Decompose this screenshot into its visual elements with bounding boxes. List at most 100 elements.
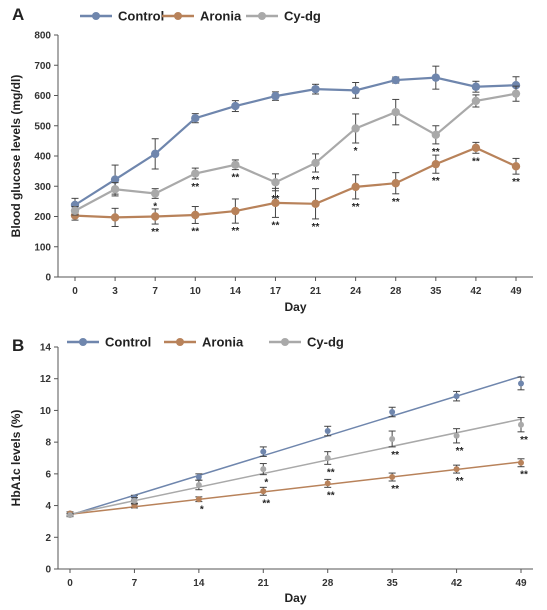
x-tick-label: 28 bbox=[322, 578, 334, 589]
x-tick-label: 28 bbox=[390, 286, 402, 297]
data-point bbox=[453, 393, 460, 400]
data-point bbox=[389, 474, 396, 481]
data-point bbox=[511, 81, 521, 90]
significance-marker: ** bbox=[391, 484, 399, 495]
series-control bbox=[70, 65, 521, 213]
y-tick-label: 200 bbox=[34, 212, 51, 223]
legend-marker-2 bbox=[258, 12, 266, 20]
data-point bbox=[324, 480, 331, 487]
significance-marker: ** bbox=[327, 490, 335, 501]
significance-marker: ** bbox=[432, 176, 440, 187]
data-point bbox=[260, 488, 267, 495]
data-point bbox=[431, 159, 441, 169]
data-point bbox=[191, 169, 200, 178]
data-point bbox=[431, 130, 441, 140]
x-tick-label: 7 bbox=[132, 578, 138, 589]
y-tick-label: 800 bbox=[34, 31, 51, 42]
data-point bbox=[391, 179, 400, 188]
x-tick-label: 24 bbox=[350, 286, 362, 297]
series-aronia: ** ** ** ** ** ** ** ** ** ** bbox=[70, 141, 521, 238]
significance-marker: ** bbox=[191, 226, 199, 237]
legend-label: Aronia bbox=[200, 9, 242, 24]
significance-marker: ** bbox=[512, 177, 520, 188]
x-axis-title: Day bbox=[284, 300, 306, 314]
series-line bbox=[74, 146, 517, 219]
x-tick-label: 49 bbox=[510, 286, 522, 297]
data-point bbox=[389, 409, 396, 416]
significance-marker: ** bbox=[191, 182, 199, 193]
series-cy-dg: ***** **** bbox=[66, 417, 528, 519]
x-tick-label: 14 bbox=[230, 286, 242, 297]
series-line bbox=[74, 92, 517, 212]
y-tick-label: 12 bbox=[40, 374, 52, 385]
data-point bbox=[195, 496, 202, 503]
y-tick-label: 400 bbox=[34, 152, 51, 163]
y-tick-label: 600 bbox=[34, 91, 51, 102]
legend-marker-1 bbox=[174, 12, 182, 20]
x-tick-label: 14 bbox=[193, 578, 205, 589]
data-point bbox=[70, 206, 80, 215]
significance-marker: * bbox=[153, 201, 157, 212]
panel-letter: A bbox=[12, 5, 24, 24]
significance-marker: ** bbox=[272, 194, 280, 205]
x-tick-label: 42 bbox=[451, 578, 463, 589]
x-tick-label: 49 bbox=[515, 578, 527, 589]
data-point bbox=[453, 432, 460, 439]
data-point bbox=[271, 198, 280, 208]
x-tick-label: 42 bbox=[470, 286, 482, 297]
data-point bbox=[518, 421, 524, 428]
significance-marker: ** bbox=[327, 467, 335, 478]
y-tick-label: 0 bbox=[45, 273, 51, 284]
data-point bbox=[150, 149, 160, 159]
significance-marker: ** bbox=[231, 173, 239, 184]
data-point bbox=[67, 512, 73, 519]
data-point bbox=[131, 497, 138, 504]
y-tick-label: 14 bbox=[40, 343, 52, 354]
y-tick-label: 100 bbox=[34, 242, 51, 253]
legend-label: Cy-dg bbox=[284, 9, 321, 24]
y-tick-label: 8 bbox=[45, 438, 51, 449]
significance-marker: ** bbox=[352, 202, 360, 213]
data-point bbox=[471, 96, 481, 106]
x-tick-label: 17 bbox=[270, 286, 282, 297]
series-cy-dg: ** ** ** ** ** ** bbox=[70, 85, 521, 216]
data-point bbox=[324, 428, 331, 435]
data-point bbox=[453, 466, 460, 473]
significance-marker: ** bbox=[272, 220, 280, 231]
significance-marker: ** bbox=[520, 470, 528, 481]
significance-marker: ** bbox=[520, 435, 528, 446]
legend-marker-1 bbox=[176, 338, 184, 346]
y-tick-label: 500 bbox=[34, 121, 51, 132]
data-point bbox=[518, 459, 524, 466]
data-point bbox=[231, 101, 240, 111]
data-point bbox=[150, 189, 160, 198]
data-point bbox=[191, 113, 200, 123]
significance-marker: ** bbox=[231, 226, 239, 237]
x-tick-label: 7 bbox=[152, 286, 158, 297]
data-point bbox=[150, 212, 160, 221]
y-tick-label: 10 bbox=[40, 406, 52, 417]
y-axis-title: HbA1c levels (%) bbox=[9, 410, 23, 507]
data-point bbox=[271, 91, 280, 101]
series-aronia: *********** bbox=[66, 458, 528, 517]
series-line bbox=[74, 76, 517, 206]
series-control bbox=[66, 375, 525, 517]
significance-marker: ** bbox=[456, 476, 464, 487]
data-point bbox=[260, 466, 267, 473]
trend-line bbox=[69, 418, 522, 516]
data-point bbox=[351, 86, 360, 95]
data-point bbox=[518, 380, 524, 387]
data-point bbox=[195, 481, 202, 488]
y-tick-label: 300 bbox=[34, 182, 51, 193]
legend-marker-0 bbox=[92, 12, 100, 20]
x-tick-label: 0 bbox=[72, 286, 78, 297]
panel-B: B 0 2 4 6 8 10 12 14 0 7 14 21 28 35 42 49 Day HbA1c level… bbox=[9, 335, 533, 605]
data-point bbox=[511, 89, 521, 98]
data-point bbox=[391, 107, 400, 117]
trend-line bbox=[69, 461, 522, 516]
data-point bbox=[195, 474, 202, 481]
significance-marker: ** bbox=[151, 227, 159, 238]
legend-label: Control bbox=[118, 9, 164, 24]
x-axis-title: Day bbox=[284, 591, 306, 605]
